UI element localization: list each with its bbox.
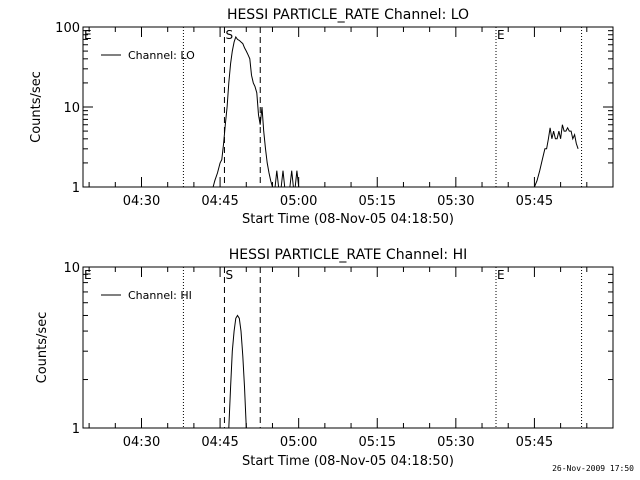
- series-line-lo: [294, 170, 300, 188]
- event-marker-label-hi: E: [84, 268, 92, 282]
- x-tick-label-hi: 04:30: [123, 435, 160, 450]
- y-tick-label-lo: 100: [55, 21, 80, 36]
- legend-label-lo: Channel: LO: [128, 49, 195, 62]
- x-tick-label-lo: 04:45: [201, 194, 238, 209]
- event-marker-label-lo: E: [84, 28, 92, 42]
- chart-title-hi: HESSI PARTICLE_RATE Channel: HI: [229, 247, 467, 263]
- event-marker-label-hi: E: [497, 268, 505, 282]
- y-axis-label-lo: Counts/sec: [29, 71, 44, 143]
- series-line-lo: [212, 35, 273, 188]
- chart-title-lo: HESSI PARTICLE_RATE Channel: LO: [227, 7, 469, 23]
- timestamp-footer: 26-Nov-2009 17:50: [552, 464, 634, 473]
- series-line-lo: [274, 170, 280, 188]
- x-tick-label-lo: 05:45: [516, 194, 553, 209]
- x-tick-label-hi: 05:15: [359, 435, 396, 450]
- x-axis-label-lo: Start Time (08-Nov-05 04:18:50): [242, 212, 454, 227]
- x-tick-label-hi: 05:30: [437, 435, 474, 450]
- y-tick-label-lo: 1: [72, 181, 80, 196]
- series-line-lo: [289, 170, 294, 188]
- x-tick-label-lo: 05:00: [280, 194, 317, 209]
- x-tick-label-hi: 05:00: [280, 435, 317, 450]
- legend-label-hi: Channel: HI: [128, 289, 192, 302]
- y-axis-label-hi: Counts/sec: [35, 312, 50, 384]
- x-tick-label-hi: 05:45: [516, 435, 553, 450]
- plot-frame-hi: [82, 266, 614, 429]
- y-tick-label-hi: 10: [63, 261, 80, 276]
- x-tick-label-lo: 05:15: [359, 194, 396, 209]
- y-tick-label-lo: 10: [63, 101, 80, 116]
- x-tick-label-lo: 04:30: [123, 194, 160, 209]
- event-marker-label-lo: E: [497, 28, 505, 42]
- event-marker-label-lo: S: [225, 28, 233, 42]
- x-axis-label-hi: Start Time (08-Nov-05 04:18:50): [242, 454, 454, 469]
- event-marker-label-hi: S: [225, 268, 233, 282]
- series-line-lo: [533, 124, 579, 188]
- x-tick-label-lo: 05:30: [437, 194, 474, 209]
- series-line-hi: [228, 314, 247, 429]
- series-line-lo: [280, 170, 286, 188]
- x-tick-label-hi: 04:45: [201, 435, 238, 450]
- y-tick-label-hi: 1: [72, 422, 80, 437]
